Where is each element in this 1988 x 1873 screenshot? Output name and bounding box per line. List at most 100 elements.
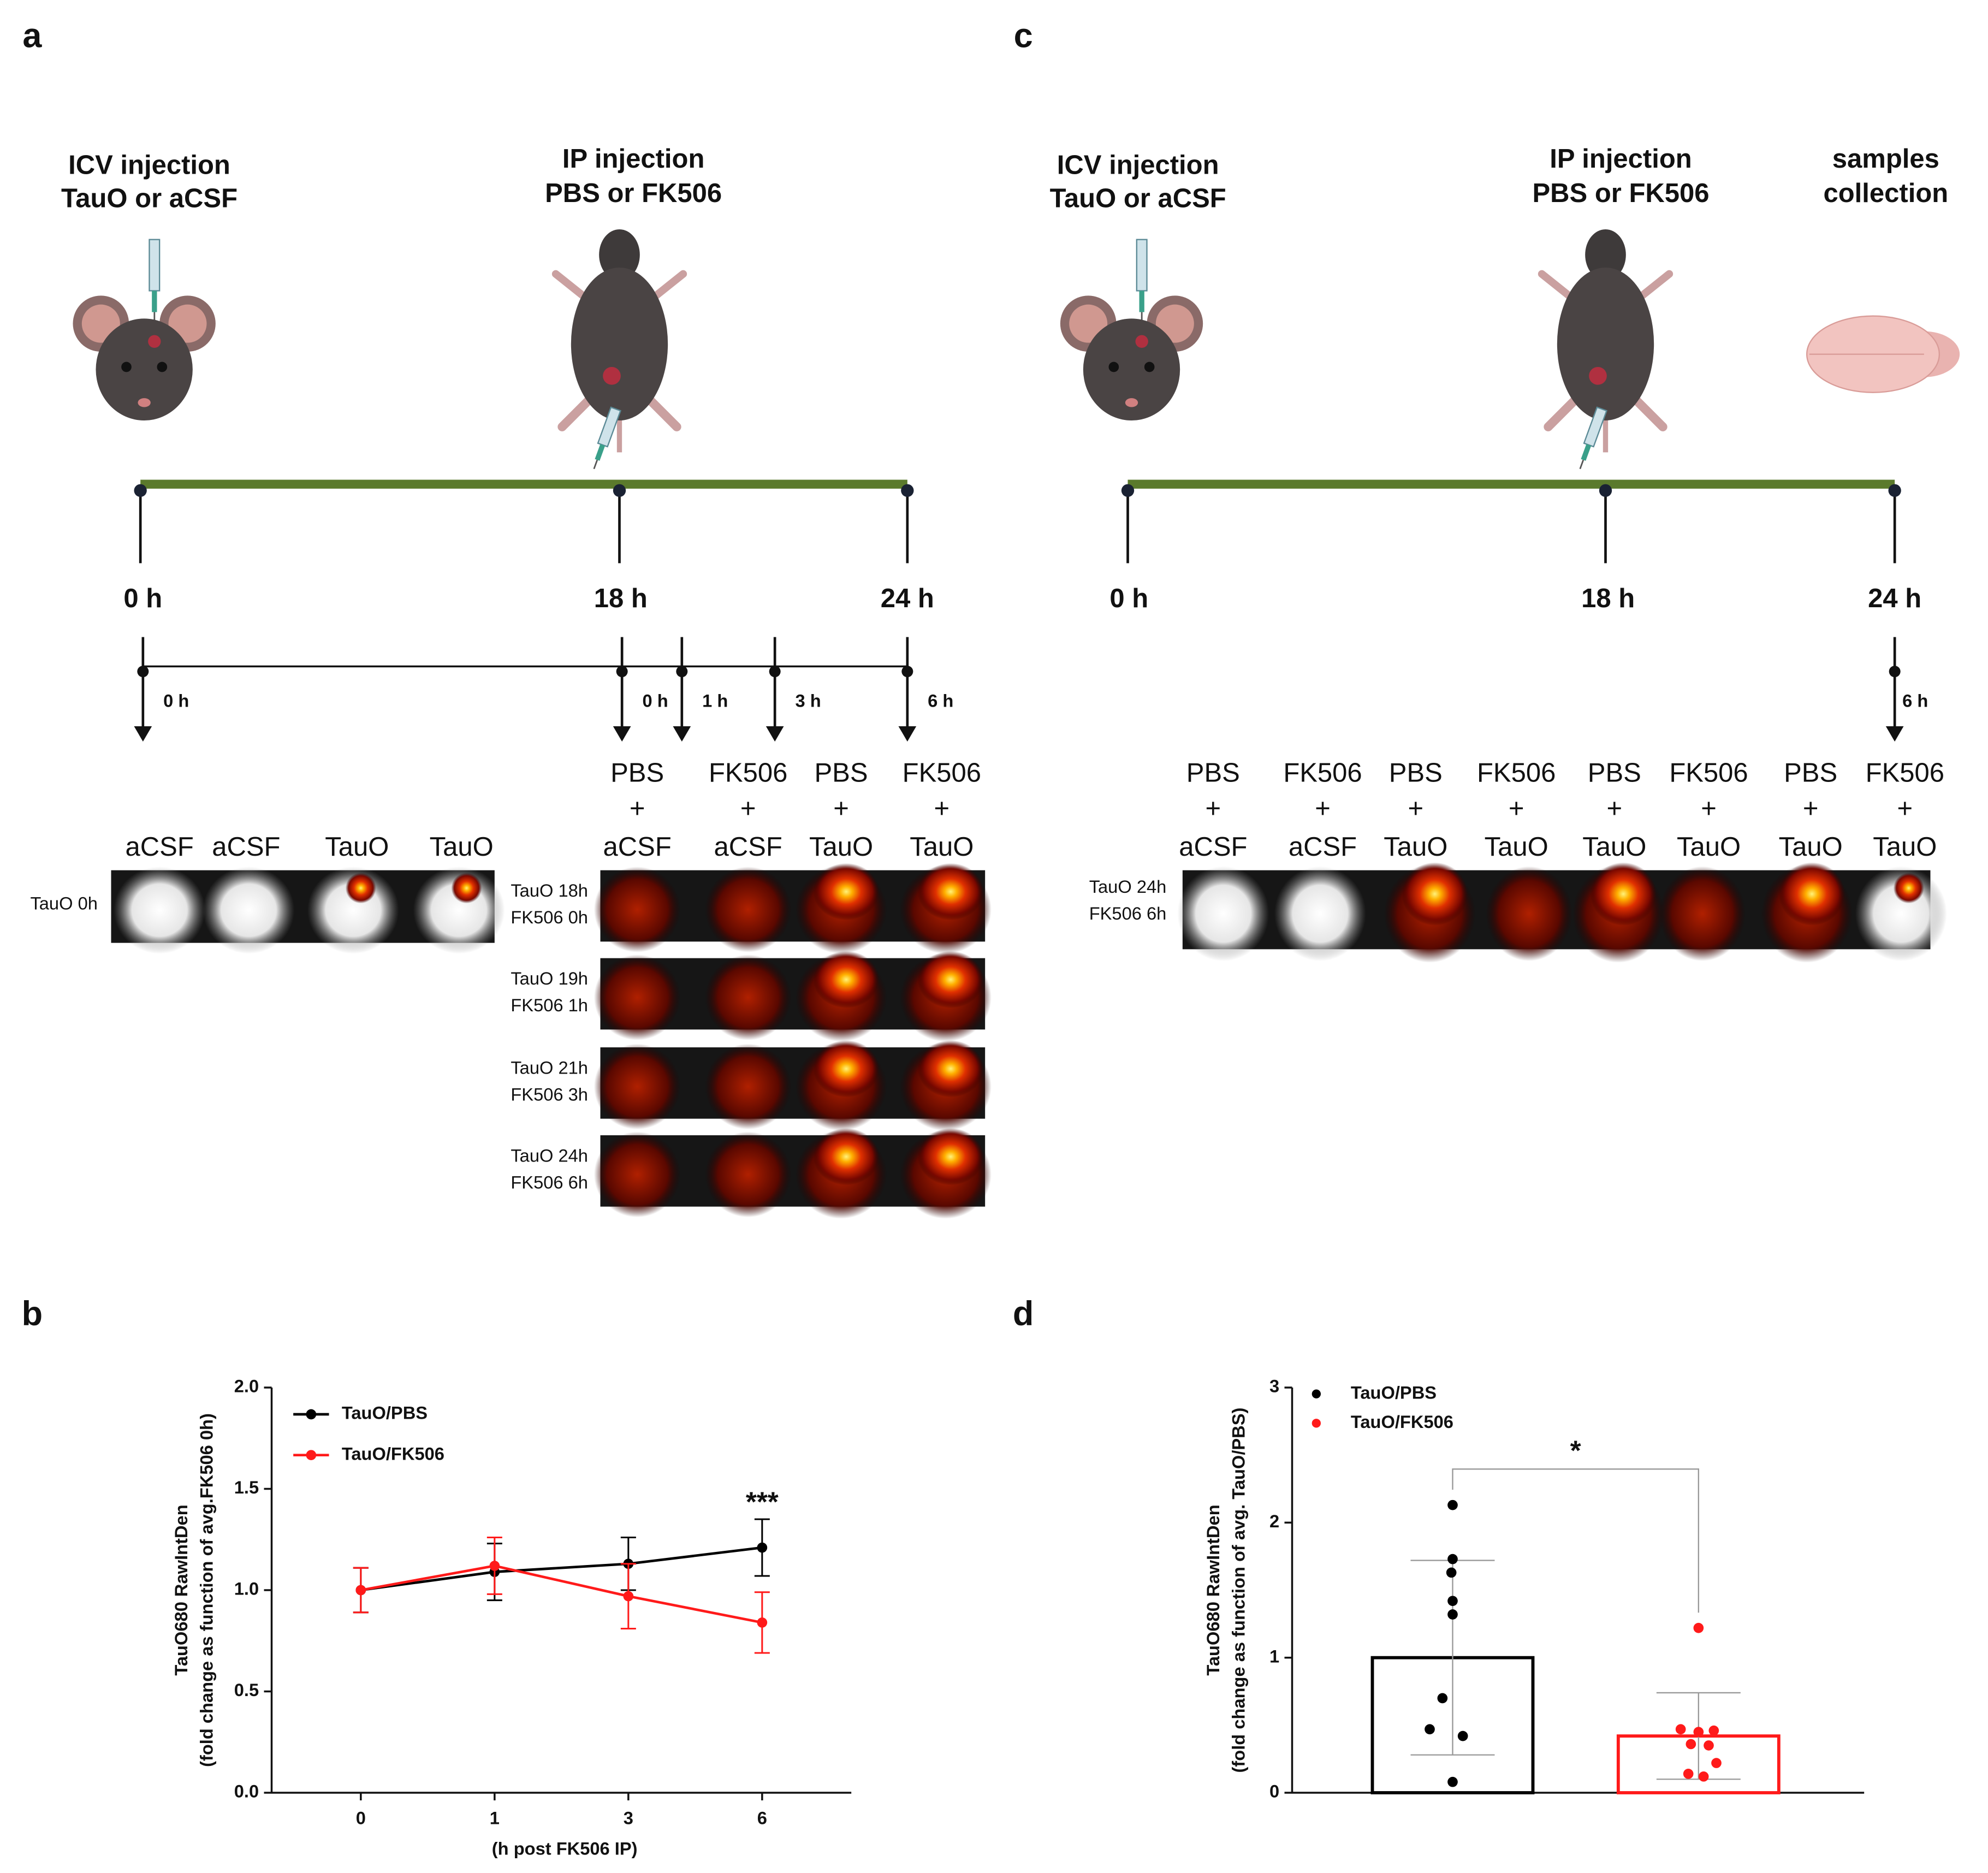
step-title: ICV injection bbox=[1057, 151, 1219, 180]
legend-marker bbox=[306, 1450, 317, 1460]
point bbox=[355, 1585, 366, 1596]
row-label: FK506 6h bbox=[1089, 903, 1167, 923]
injection-site bbox=[1589, 367, 1607, 385]
row-label: FK506 6h bbox=[511, 1172, 588, 1192]
group-label: aCSF bbox=[126, 832, 194, 862]
syringe bbox=[1136, 239, 1148, 325]
timeline-dot bbox=[1121, 484, 1135, 497]
imaging-time: 6 h bbox=[1902, 690, 1928, 710]
group-label: aCSF bbox=[1179, 832, 1247, 862]
point bbox=[623, 1591, 634, 1602]
significance-bracket bbox=[1452, 1468, 1699, 1613]
group-label: TauO bbox=[1485, 832, 1548, 862]
legend-label: TauO/FK506 bbox=[342, 1443, 444, 1463]
point bbox=[1683, 1769, 1694, 1779]
mouse-head bbox=[1083, 318, 1180, 420]
group-label: + bbox=[1897, 794, 1913, 823]
group-label: PBS bbox=[1389, 758, 1443, 788]
point bbox=[1437, 1693, 1448, 1704]
group-label: aCSF bbox=[212, 832, 280, 862]
group-label: TauO bbox=[1779, 832, 1843, 862]
legend-marker bbox=[1312, 1419, 1321, 1428]
timeline-dot bbox=[901, 484, 914, 497]
panel-label: d bbox=[1013, 1295, 1034, 1333]
timepoint: 0 h bbox=[1109, 584, 1148, 613]
step-subtitle: TauO or aCSF bbox=[61, 183, 238, 213]
signal-hot bbox=[813, 1040, 880, 1098]
signal bbox=[114, 867, 206, 954]
y-tick-label: 1 bbox=[1269, 1646, 1279, 1666]
arrow-head bbox=[1885, 726, 1904, 742]
imaging-time: 3 h bbox=[796, 690, 821, 710]
arrow-head bbox=[613, 726, 631, 742]
group-label: FK506 bbox=[1477, 758, 1556, 788]
arrow-head bbox=[898, 726, 917, 742]
legend-label: TauO/PBS bbox=[1351, 1382, 1437, 1402]
row-label: TauO 21h bbox=[511, 1057, 588, 1077]
group-label: TauO bbox=[1384, 832, 1447, 862]
y-tick-label: 0 bbox=[1269, 1781, 1279, 1801]
signal-hot bbox=[1590, 862, 1657, 926]
x-tick-label: 3 bbox=[624, 1808, 633, 1828]
point bbox=[1457, 1730, 1468, 1741]
y-tick-label: 2.0 bbox=[234, 1376, 259, 1396]
timepoint: 0 h bbox=[123, 584, 162, 613]
step-title: ICV injection bbox=[68, 151, 230, 180]
step-title: samples bbox=[1832, 144, 1939, 174]
signal-hot bbox=[1402, 862, 1468, 926]
point bbox=[1704, 1740, 1714, 1751]
group-label: FK506 bbox=[709, 758, 787, 788]
point bbox=[1447, 1776, 1458, 1787]
signal bbox=[1177, 866, 1269, 962]
signal-hot bbox=[917, 1128, 984, 1186]
group-label: TauO bbox=[1582, 832, 1646, 862]
syringe-tip bbox=[595, 444, 606, 461]
row-label: TauO 24h bbox=[511, 1145, 588, 1165]
row-label: TauO 18h bbox=[511, 880, 588, 900]
imaging-time: 0 h bbox=[643, 690, 668, 710]
y-tick-label: 1.5 bbox=[234, 1477, 259, 1497]
arrow-head bbox=[765, 726, 784, 742]
step-subtitle: collection bbox=[1823, 179, 1948, 208]
syringe bbox=[593, 406, 622, 470]
signal bbox=[307, 867, 399, 954]
injection-site bbox=[603, 367, 621, 385]
panel-label: b bbox=[22, 1295, 43, 1333]
point bbox=[1708, 1725, 1719, 1736]
signal-hot bbox=[917, 951, 984, 1009]
group-label: TauO bbox=[325, 832, 389, 862]
timepoint: 18 h bbox=[594, 584, 648, 613]
point bbox=[1693, 1727, 1704, 1738]
mouse-eye bbox=[1144, 361, 1155, 372]
signal-hot bbox=[345, 873, 376, 904]
mouse-head bbox=[96, 318, 193, 420]
point bbox=[757, 1542, 768, 1553]
step-subtitle: PBS or FK506 bbox=[545, 179, 722, 208]
signal-hot bbox=[813, 863, 880, 921]
panel-label: c bbox=[1014, 17, 1033, 55]
group-label: + bbox=[1803, 794, 1819, 823]
injection-site bbox=[1135, 335, 1148, 348]
group-label: + bbox=[934, 794, 950, 823]
imaging-time: 0 h bbox=[163, 690, 189, 710]
row-label: FK506 3h bbox=[511, 1084, 588, 1104]
syringe-tip bbox=[1139, 291, 1144, 312]
mouse-body bbox=[1557, 268, 1654, 420]
group-label: + bbox=[1206, 794, 1221, 823]
group-label: + bbox=[630, 794, 645, 823]
row-label: TauO 24h bbox=[1089, 876, 1167, 897]
y-tick-label: 2 bbox=[1269, 1511, 1279, 1531]
mouse-eye bbox=[121, 361, 132, 372]
signal bbox=[594, 955, 681, 1040]
significance: *** bbox=[746, 1486, 779, 1518]
panel-label: a bbox=[22, 17, 42, 55]
group-label: TauO bbox=[1677, 832, 1741, 862]
mouse-eye bbox=[1108, 361, 1119, 372]
group-label: PBS bbox=[1186, 758, 1240, 788]
legend-marker bbox=[306, 1409, 317, 1420]
group-label: TauO bbox=[1873, 832, 1937, 862]
point bbox=[1425, 1724, 1435, 1735]
legend-label: TauO/PBS bbox=[342, 1403, 428, 1423]
signal bbox=[594, 867, 681, 952]
